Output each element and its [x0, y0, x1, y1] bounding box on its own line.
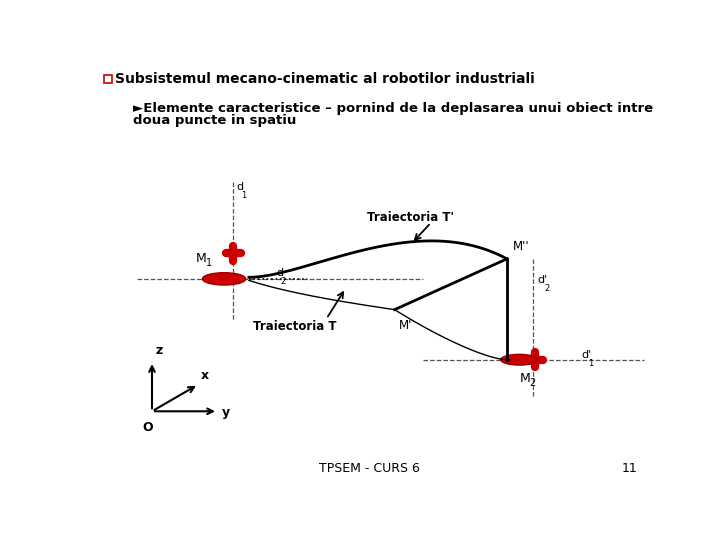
Bar	[104, 75, 112, 83]
Text: Subsistemul mecano-cinematic al robotilor industriali: Subsistemul mecano-cinematic al robotilo…	[114, 72, 534, 86]
Text: d: d	[276, 268, 283, 278]
Text: d': d'	[581, 350, 592, 360]
Ellipse shape	[202, 273, 246, 285]
Text: 1: 1	[241, 191, 246, 200]
Text: M: M	[196, 252, 207, 265]
Text: Traiectoria T': Traiectoria T'	[367, 211, 454, 224]
Text: M: M	[519, 373, 530, 386]
Text: z: z	[155, 345, 162, 357]
Text: doua puncte in spatiu: doua puncte in spatiu	[132, 114, 296, 127]
Text: ►Elemente caracteristice – pornind de la deplasarea unui obiect intre: ►Elemente caracteristice – pornind de la…	[132, 102, 653, 115]
Ellipse shape	[500, 354, 538, 365]
Text: M': M'	[398, 319, 412, 332]
Text: Traiectoria T: Traiectoria T	[253, 320, 336, 333]
Text: d': d'	[537, 275, 547, 286]
Text: y: y	[222, 406, 230, 420]
Text: TPSEM - CURS 6: TPSEM - CURS 6	[318, 462, 420, 475]
Text: 1: 1	[588, 359, 593, 368]
Text: 11: 11	[621, 462, 637, 475]
Text: d: d	[236, 182, 243, 192]
Text: 2: 2	[544, 284, 549, 293]
Text: 1: 1	[205, 258, 212, 268]
Text: 2: 2	[281, 276, 286, 286]
Text: O: O	[143, 421, 153, 434]
Text: x: x	[201, 369, 209, 382]
Text: M'': M''	[513, 240, 530, 253]
Text: 2: 2	[529, 378, 536, 388]
